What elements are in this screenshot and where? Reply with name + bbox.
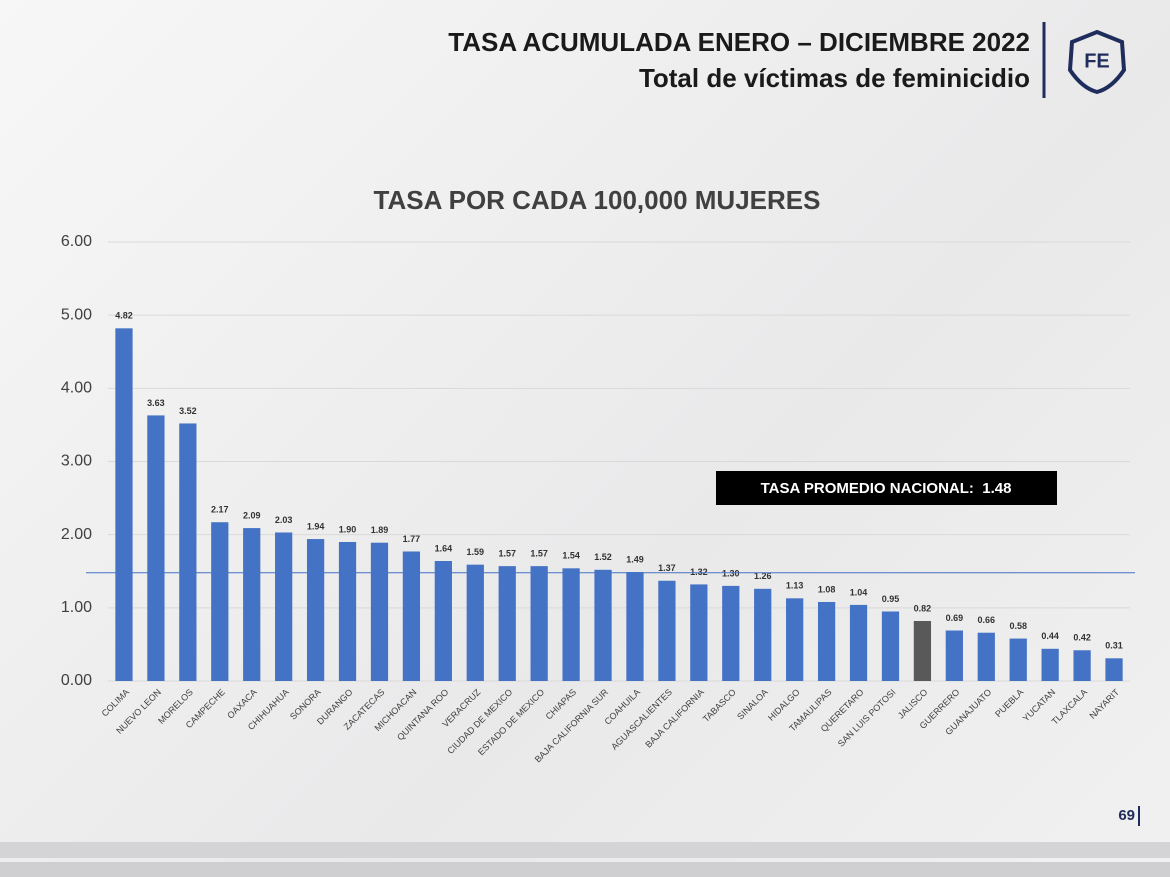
bar (786, 598, 804, 681)
footer-bar (0, 862, 1170, 877)
footer-band (0, 842, 1170, 858)
value-label: 2.09 (243, 510, 261, 520)
bar (754, 588, 772, 681)
bar (498, 566, 516, 681)
bar (179, 423, 197, 681)
value-label: 0.58 (1009, 621, 1027, 631)
y-tick-label: 4.00 (61, 380, 92, 397)
x-tick-label: PUEBLA (993, 687, 1025, 719)
x-tick-label: SAN LUIS POTOSI (836, 687, 898, 749)
x-tick-label: COLIMA (100, 687, 131, 718)
bar (881, 611, 900, 681)
value-label: 1.52 (594, 552, 612, 562)
bar (594, 569, 612, 681)
annotation-box (716, 471, 1057, 505)
header-title: TASA ACUMULADA ENERO – DICIEMBRE 2022 (448, 27, 1030, 57)
value-label: 1.90 (339, 524, 357, 534)
y-tick-label: 5.00 (61, 306, 92, 323)
value-label: 3.52 (179, 406, 197, 416)
bar (1041, 648, 1059, 681)
bar (306, 539, 325, 681)
x-tick-label: NAYARIT (1087, 687, 1121, 721)
value-label: 0.66 (978, 615, 996, 625)
bar (370, 542, 389, 681)
bar (115, 328, 133, 681)
bar (849, 604, 868, 681)
bar (562, 568, 580, 681)
bar (243, 528, 261, 681)
page-number: 69 (1118, 807, 1135, 824)
bar (275, 532, 293, 681)
x-tick-label: TABASCO (701, 687, 738, 724)
value-label: 4.82 (115, 311, 133, 321)
value-label: 2.03 (275, 515, 293, 525)
value-label: 1.26 (754, 571, 772, 581)
value-label: 0.44 (1041, 631, 1059, 641)
value-label: 1.49 (626, 554, 644, 564)
bar (530, 566, 548, 681)
bar (817, 601, 836, 681)
chart-title: TASA POR CADA 100,000 MUJERES (374, 185, 821, 215)
value-label: 1.57 (498, 549, 516, 559)
value-label: 1.04 (850, 587, 868, 597)
value-label: 1.77 (403, 534, 421, 544)
value-label: 2.17 (211, 505, 229, 515)
bar (945, 630, 963, 681)
bar (977, 632, 995, 681)
x-tick-label: SINALOA (735, 687, 770, 722)
y-tick-label: 6.00 (61, 233, 92, 250)
value-label: 1.54 (562, 551, 580, 561)
bar (690, 584, 708, 681)
value-label: 1.64 (435, 543, 453, 553)
bar (658, 580, 676, 681)
logo-shield (1067, 29, 1127, 95)
value-label: 0.82 (914, 603, 932, 613)
y-tick-label: 1.00 (61, 599, 92, 616)
value-label: 1.89 (371, 525, 389, 535)
bar (913, 621, 932, 681)
bar (1009, 638, 1027, 681)
x-tick-label: BAJA CALIFORNIA (643, 687, 706, 750)
bar (211, 522, 229, 681)
value-label: 1.94 (307, 521, 325, 531)
header-subtitle: Total de víctimas de feminicidio (639, 63, 1030, 93)
bar (147, 415, 165, 681)
value-label: 1.57 (530, 549, 548, 559)
y-tick-label: 3.00 (61, 453, 92, 470)
bar (434, 561, 452, 681)
bar (338, 541, 357, 681)
value-label: 0.95 (882, 594, 900, 604)
x-tick-label: AGUASCALIENTES (609, 687, 674, 752)
bar (722, 585, 740, 681)
bar (466, 564, 484, 681)
value-label: 1.59 (467, 547, 485, 557)
value-label: 1.13 (786, 581, 804, 591)
value-label: 0.42 (1073, 633, 1091, 643)
value-label: 1.30 (722, 568, 740, 578)
value-label: 0.31 (1105, 641, 1123, 651)
bar (1105, 658, 1123, 681)
value-label: 1.08 (818, 584, 836, 594)
annotation: TASA PROMEDIO NACIONAL: 1.48 (761, 480, 1012, 497)
logo-text: FE (1084, 50, 1110, 72)
y-tick-label: 2.00 (61, 526, 92, 543)
value-label: 0.69 (946, 613, 964, 623)
value-label: 1.37 (658, 563, 676, 573)
x-tick-label: ESTADO DE MEXICO (476, 687, 546, 757)
value-label: 1.32 (690, 567, 708, 577)
bar (626, 571, 644, 681)
y-tick-label: 0.00 (61, 672, 92, 689)
bar (402, 551, 421, 681)
value-label: 3.63 (147, 398, 165, 408)
bar (1073, 650, 1091, 681)
